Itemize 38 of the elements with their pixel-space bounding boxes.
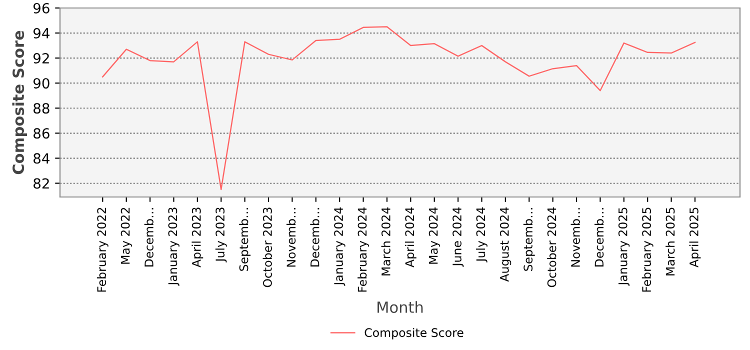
x-tick-label: October 2023 [262, 208, 272, 288]
x-tick-label: April 2023 [192, 208, 204, 268]
x-tick-label: Novemb… [286, 208, 296, 267]
y-tick-label: 86 [34, 128, 50, 139]
x-tick-label: Septemb… [239, 208, 251, 271]
x-tick-label: July 2023 [215, 208, 227, 262]
x-tick-label: January 2023 [168, 208, 180, 286]
x-tick-label: March 2025 [666, 208, 675, 276]
line-series [102, 26, 696, 190]
y-axis-title: Composite Score [12, 30, 28, 174]
x-tick-label: April 2024 [404, 207, 416, 268]
y-tick-label: 84 [34, 153, 50, 164]
x-tick-label: July 2024 [476, 207, 488, 262]
x-tick-label: Decemb… [310, 208, 320, 266]
x-tick-label: February 2025 [642, 208, 654, 292]
x-tick-label: August 2024 [500, 207, 512, 282]
x-tick-label: October 2024 [547, 207, 556, 288]
y-tick-label: 96 [33, 2, 50, 14]
x-tick-label: May 2024 [428, 207, 440, 264]
x-tick-label: June 2024 [452, 207, 464, 267]
x-axis-title: Month [378, 301, 423, 313]
y-tick-label: 92 [33, 53, 49, 64]
x-tick-label: January 2025 [618, 208, 630, 286]
x-tick-label: Decemb… [594, 208, 604, 266]
x-tick-label: Decemb… [144, 208, 154, 266]
x-tick-label: February 2024 [358, 207, 369, 292]
x-tick-label: Septemb… [523, 208, 535, 271]
x-tick-label: April 2025 [689, 208, 701, 268]
x-tick-label: March 2024 [381, 207, 390, 276]
y-tick-label: 90 [33, 78, 50, 89]
x-tick-label: Novemb… [570, 208, 580, 267]
legend-label: Composite Score [364, 328, 464, 340]
y-tick-label: 82 [34, 178, 49, 189]
x-tick-label: May 2022 [120, 208, 132, 264]
y-tick-label: 88 [34, 103, 50, 114]
x-tick-label: January 2024 [334, 207, 346, 286]
x-tick-label: February 2022 [96, 208, 108, 292]
y-tick-label: 94 [33, 28, 50, 39]
